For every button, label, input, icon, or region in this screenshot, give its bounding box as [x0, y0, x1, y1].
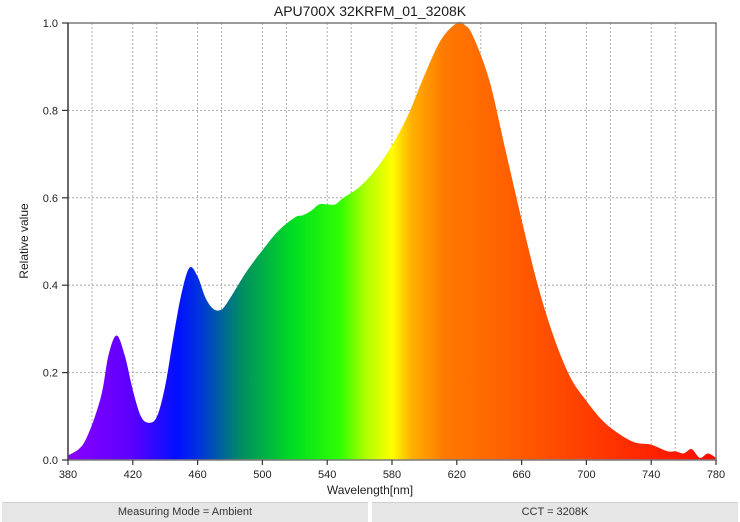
spectrum-chart: APU700X 32KRFM_01_3208K 380 420 460 500 540 5… [17, 3, 725, 497]
svg-text:0.8: 0.8 [43, 105, 58, 117]
svg-text:0.4: 0.4 [43, 280, 58, 292]
cct-field: CCT = 3208K [372, 502, 738, 522]
y-axis-label: Relative value [17, 203, 31, 279]
svg-text:500: 500 [253, 469, 271, 481]
svg-text:0.2: 0.2 [43, 368, 58, 380]
svg-text:0.6: 0.6 [43, 193, 58, 205]
svg-text:0.0: 0.0 [43, 455, 58, 467]
x-axis-ticks: 380 420 460 500 540 580 620 660 700 740 780 [59, 460, 725, 481]
x-axis-label: Wavelength[nm] [327, 483, 413, 497]
chart-title: APU700X 32KRFM_01_3208K [274, 3, 467, 19]
svg-text:780: 780 [707, 469, 725, 481]
svg-text:540: 540 [318, 469, 336, 481]
svg-text:460: 460 [188, 469, 206, 481]
svg-text:580: 580 [383, 469, 401, 481]
svg-text:380: 380 [59, 469, 77, 481]
svg-text:660: 660 [512, 469, 530, 481]
svg-text:700: 700 [577, 469, 595, 481]
svg-text:620: 620 [448, 469, 466, 481]
svg-text:740: 740 [642, 469, 660, 481]
measuring-mode-field: Measuring Mode = Ambient [2, 502, 368, 522]
svg-text:1.0: 1.0 [43, 18, 58, 30]
y-axis-ticks: 0.0 0.2 0.4 0.6 0.8 1.0 [43, 18, 68, 467]
svg-text:420: 420 [124, 469, 142, 481]
spectrum-area [68, 21, 716, 460]
